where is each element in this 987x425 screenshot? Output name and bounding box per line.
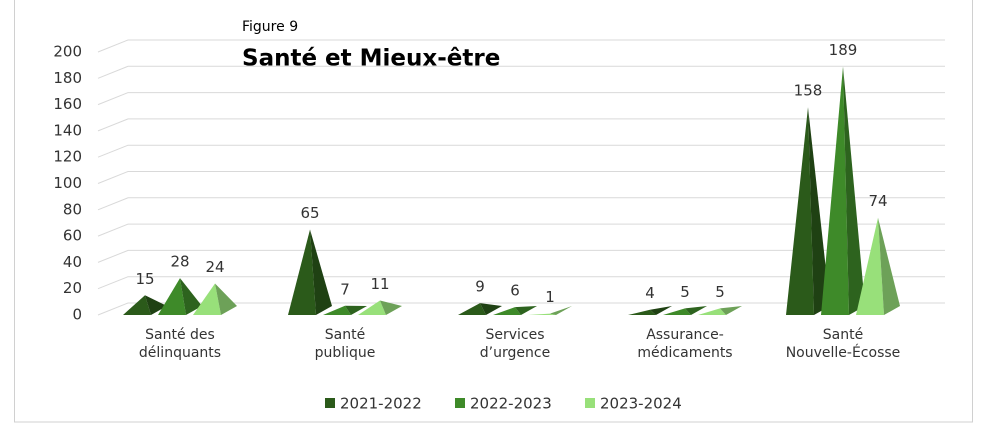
- pyramid: [663, 306, 707, 315]
- x-tick-label: Services d’urgence: [479, 327, 551, 361]
- legend-swatch: [325, 398, 335, 408]
- x-tick-label: Santé des délinquants: [138, 327, 222, 361]
- pyramid-side: [685, 306, 707, 315]
- pyramid-side: [550, 306, 572, 315]
- frame: [14, 0, 973, 423]
- grid-line: [97, 39, 945, 53]
- legend-label: 2022-2023: [470, 395, 552, 413]
- grid-line: [97, 65, 945, 79]
- y-tick-label: 20: [63, 279, 82, 297]
- pyramid-side: [480, 303, 502, 315]
- x-tick-label: Santé Nouvelle-Écosse: [785, 327, 901, 361]
- value-label: 7: [340, 280, 350, 298]
- pyramid-front: [158, 278, 186, 315]
- pyramid-side: [345, 305, 367, 315]
- legend-swatch: [455, 398, 465, 408]
- pyramid-front: [458, 303, 486, 315]
- value-label: 65: [300, 204, 319, 222]
- pyramid-side: [215, 283, 237, 315]
- legend-label: 2023-2024: [600, 395, 682, 413]
- pyramid-side: [843, 66, 865, 315]
- pyramid: [821, 66, 865, 315]
- value-label: 15: [135, 270, 154, 288]
- pyramid: [628, 306, 672, 315]
- grid-line: [97, 118, 945, 132]
- pyramid-side: [878, 217, 900, 315]
- value-label: 9: [475, 278, 485, 296]
- pyramid: [193, 283, 237, 315]
- pyramid-front: [288, 229, 316, 315]
- pyramid: [323, 305, 367, 315]
- grid-line: [97, 276, 945, 290]
- grid-line: [97, 223, 945, 237]
- pyramid-front: [821, 66, 849, 315]
- y-tick-label: 160: [53, 95, 82, 113]
- value-label: 158: [794, 82, 823, 100]
- pyramid: [458, 303, 502, 315]
- y-tick-label: 0: [72, 306, 82, 324]
- pyramid-side: [650, 306, 672, 315]
- value-label: 24: [205, 258, 224, 276]
- grid-line: [97, 92, 945, 106]
- value-label: 28: [170, 253, 189, 271]
- pyramid-front: [698, 308, 726, 315]
- pyramid-front: [323, 305, 351, 315]
- pyramid-front: [123, 295, 151, 315]
- y-tick-label: 80: [63, 200, 82, 218]
- pyramid: [158, 278, 202, 315]
- pyramid-front: [628, 309, 656, 315]
- grid-line: [97, 249, 945, 263]
- value-label: 4: [645, 284, 655, 302]
- pyramid-side: [380, 300, 402, 315]
- pyramid: [493, 306, 537, 315]
- legend-label: 2021-2022: [340, 395, 422, 413]
- x-tick-label: Assurance- médicaments: [637, 327, 733, 361]
- pyramid: [358, 300, 402, 315]
- pyramid: [528, 306, 572, 315]
- pyramid-side: [180, 278, 202, 315]
- pyramid: [123, 295, 167, 315]
- y-tick-label: 140: [53, 121, 82, 139]
- pyramid-front: [493, 307, 521, 315]
- y-tick-label: 40: [63, 253, 82, 271]
- pyramid-front: [856, 217, 884, 315]
- value-label: 5: [680, 283, 690, 301]
- value-label: 5: [715, 283, 725, 301]
- y-tick-label: 120: [53, 148, 82, 166]
- pyramid-front: [358, 300, 386, 315]
- pyramid-side: [720, 306, 742, 315]
- y-tick-label: 60: [63, 227, 82, 245]
- grid-line: [97, 144, 945, 158]
- y-tick-label: 180: [53, 69, 82, 87]
- figure-label: Figure 9: [242, 19, 298, 35]
- y-tick-label: 100: [53, 174, 82, 192]
- pyramid-side: [310, 229, 332, 315]
- pyramid-front: [528, 313, 556, 315]
- pyramid: [288, 229, 332, 315]
- y-tick-label: 200: [53, 43, 82, 61]
- value-label: 1: [545, 288, 555, 306]
- pyramid-side: [515, 306, 537, 315]
- grid-line: [97, 302, 945, 316]
- pyramid-side: [808, 107, 830, 315]
- legend-swatch: [585, 398, 595, 408]
- grid-line: [97, 171, 945, 184]
- x-tick-label: Santé publique: [314, 327, 376, 361]
- value-label: 6: [510, 282, 520, 300]
- pyramid-front: [193, 283, 221, 315]
- chart-title: Santé et Mieux-être: [242, 46, 500, 72]
- pyramid-front: [663, 308, 691, 315]
- pyramid: [856, 217, 900, 315]
- pyramid-side: [145, 295, 167, 315]
- value-label: 189: [829, 41, 858, 59]
- pyramid-front: [786, 107, 814, 315]
- value-label: 74: [868, 192, 887, 210]
- pyramid: [786, 107, 830, 315]
- grid-line: [97, 197, 945, 211]
- pyramid: [698, 306, 742, 315]
- value-label: 11: [370, 275, 389, 293]
